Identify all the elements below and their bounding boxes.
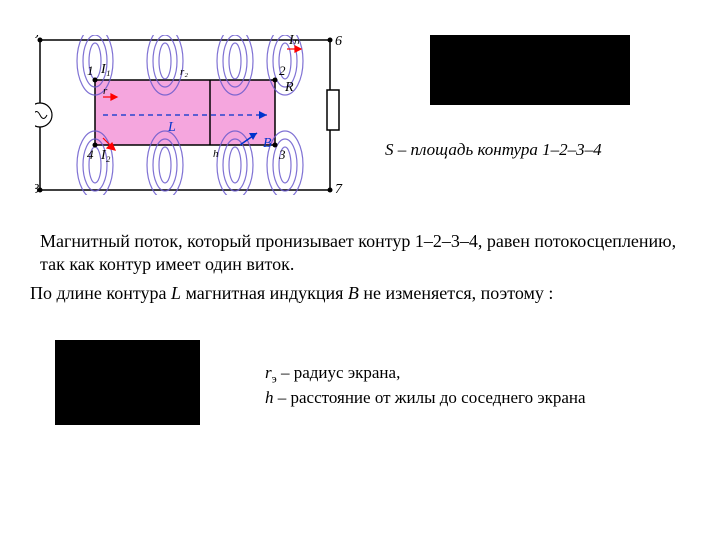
def-r-sym: r (265, 363, 272, 382)
paragraph-flux-text: Магнитный поток, который пронизывает кон… (40, 231, 676, 274)
caption-area: S – площадь контура 1–2–3–4 (385, 140, 602, 160)
svg-text:I₂: I₂ (100, 148, 111, 163)
svg-text:8: 8 (35, 182, 39, 195)
def-h-text: – расстояние от жилы до соседнего экрана (274, 388, 586, 407)
svg-text:L: L (167, 120, 176, 135)
svg-text:I₁: I₁ (100, 62, 111, 77)
svg-text:Iₙ: Iₙ (288, 35, 300, 48)
paragraph-flux: Магнитный поток, который пронизывает кон… (40, 230, 680, 277)
svg-text:7: 7 (335, 182, 343, 195)
svg-text:5: 5 (35, 35, 39, 42)
def-r-text: – радиус экрана, (277, 363, 401, 382)
def-h-sym: h (265, 388, 274, 407)
circuit-diagram: 5 6 7 8 1 2 3 4 L B R I₁ I₂ Iₙ r r₂ h (35, 35, 355, 190)
paragraph-induction: По длине контура L магнитная индукция B … (30, 282, 710, 305)
definitions: rэ – радиус экрана, h – расстояние от жи… (265, 362, 705, 409)
p2-a: По длине контура (30, 283, 171, 303)
formula-box-flux (430, 35, 630, 105)
svg-text:2: 2 (279, 63, 286, 78)
caption-area-text: S – площадь контура 1–2–3–4 (385, 140, 602, 159)
p2-b: магнитная индукция (181, 283, 348, 303)
svg-text:4: 4 (87, 147, 94, 162)
svg-text:h: h (213, 148, 219, 160)
diagram-svg: 5 6 7 8 1 2 3 4 L B R I₁ I₂ Iₙ r r₂ h (35, 35, 355, 195)
svg-text:6: 6 (335, 35, 342, 49)
svg-text:r: r (103, 85, 108, 97)
formula-box-integral (55, 340, 200, 425)
svg-text:1: 1 (87, 63, 94, 78)
svg-text:r₂: r₂ (180, 66, 188, 78)
svg-text:3: 3 (278, 147, 286, 162)
svg-text:B: B (263, 136, 272, 151)
svg-text:R: R (284, 80, 294, 95)
p2-B: B (348, 283, 359, 303)
p2-L: L (171, 283, 181, 303)
p2-c: не изменяется, поэтому : (359, 283, 554, 303)
